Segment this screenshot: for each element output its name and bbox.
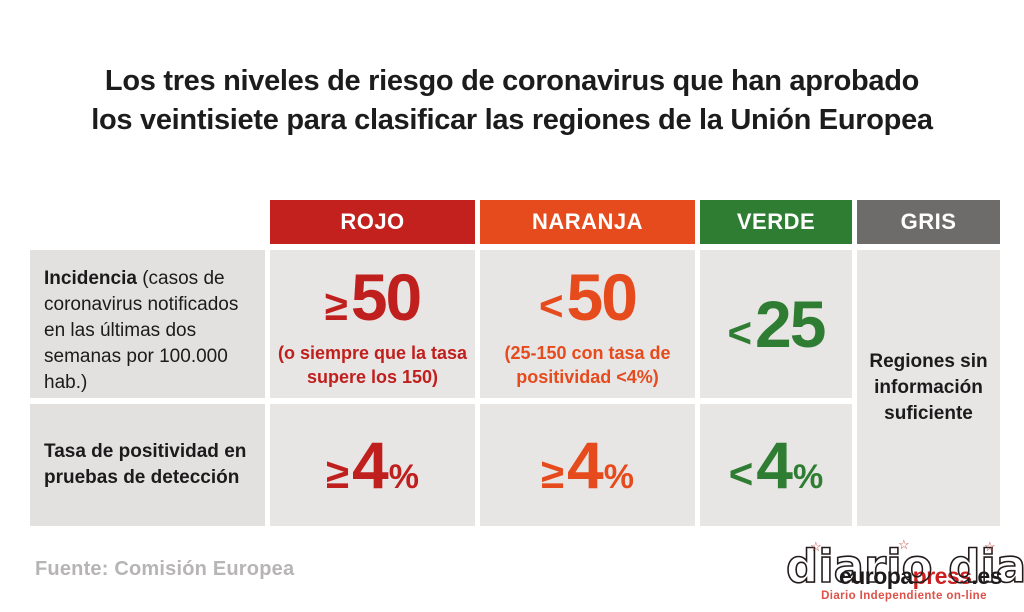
value-verde-positividad: <4% xyxy=(729,427,823,503)
europapress-logo-part2: press xyxy=(912,563,972,589)
threshold-symbol: ≥ xyxy=(324,282,348,329)
star-icon: ☆ xyxy=(898,537,910,552)
threshold-value: 4 xyxy=(756,428,793,502)
diario-dia-wordmark: diario dia xyxy=(785,540,1024,593)
row-label-incidencia-detail: (casos de coronavirus notificados en las… xyxy=(44,268,239,393)
source-credit: Fuente: Comisión Europea xyxy=(35,558,295,580)
threshold-symbol: ≥ xyxy=(325,450,350,497)
threshold-value: 4 xyxy=(567,428,604,502)
row-label-positividad: Tasa de positividad en pruebas de detecc… xyxy=(30,404,265,526)
threshold-symbol: ≥ xyxy=(540,450,565,497)
percent-sign: % xyxy=(793,458,824,496)
threshold-symbol: < xyxy=(539,282,564,329)
europapress-logo-part1: europa xyxy=(838,563,913,589)
cell-rojo-incidencia: ≥50 (o siempre que la tasa supere los 15… xyxy=(270,250,475,398)
risk-levels-table: ROJO NARANJA VERDE GRIS Incidencia (caso… xyxy=(30,200,1000,526)
note-rojo-incidencia: (o siempre que la tasa supere los 150) xyxy=(277,343,468,387)
value-verde-incidencia: <25 xyxy=(727,286,827,362)
page-title-line2: los veintisiete para clasificar las regi… xyxy=(91,104,933,136)
column-header-rojo: ROJO xyxy=(270,200,475,244)
value-naranja-positividad: ≥4% xyxy=(541,427,634,503)
value-rojo-positividad: ≥4% xyxy=(326,427,419,503)
cell-naranja-incidencia: <50 (25-150 con tasa de positividad <4%) xyxy=(480,250,695,398)
threshold-symbol: < xyxy=(728,450,754,497)
percent-sign: % xyxy=(388,458,419,496)
value-naranja-incidencia: <50 xyxy=(539,259,638,335)
europapress-logo: europapress.es xyxy=(838,563,1003,590)
threshold-value: 50 xyxy=(566,260,638,334)
column-header-gris: GRIS xyxy=(857,200,1000,244)
column-header-naranja: NARANJA xyxy=(480,200,695,244)
cell-naranja-positividad: ≥4% xyxy=(480,404,695,526)
row-label-incidencia: Incidencia (casos de coronavirus notific… xyxy=(30,250,265,398)
threshold-value: 50 xyxy=(350,260,422,334)
value-rojo-incidencia: ≥50 xyxy=(324,259,422,335)
page-title: Los tres niveles de riesgo de coronaviru… xyxy=(0,62,1024,140)
row-label-incidencia-title: Incidencia xyxy=(44,268,137,289)
cell-gris-spanning: Regiones sin información suficiente xyxy=(857,250,1000,526)
diario-dia-tagline: Diario Independiente on-line xyxy=(821,590,987,602)
threshold-symbol: < xyxy=(727,309,753,356)
europapress-logo-part3: .es xyxy=(971,563,1003,589)
threshold-value: 25 xyxy=(755,287,826,361)
cell-rojo-positividad: ≥4% xyxy=(270,404,475,526)
threshold-value: 4 xyxy=(352,428,389,502)
gris-note-text: Regiones sin información suficiente xyxy=(869,351,988,424)
column-header-verde: VERDE xyxy=(700,200,852,244)
star-icon: ☆ xyxy=(984,539,996,554)
note-naranja-incidencia: (25-150 con tasa de positividad <4%) xyxy=(504,343,671,387)
cell-verde-incidencia: <25 xyxy=(700,250,852,398)
row-label-positividad-title: Tasa de positividad en pruebas de detecc… xyxy=(44,441,247,488)
cell-verde-positividad: <4% xyxy=(700,404,852,526)
star-icon: ☆ xyxy=(810,539,822,554)
diario-dia-watermark: ☆ ☆ ☆ diario dia Diario Independiente on… xyxy=(785,538,1024,603)
percent-sign: % xyxy=(603,458,634,496)
page-title-line1: Los tres niveles de riesgo de coronaviru… xyxy=(104,65,920,97)
